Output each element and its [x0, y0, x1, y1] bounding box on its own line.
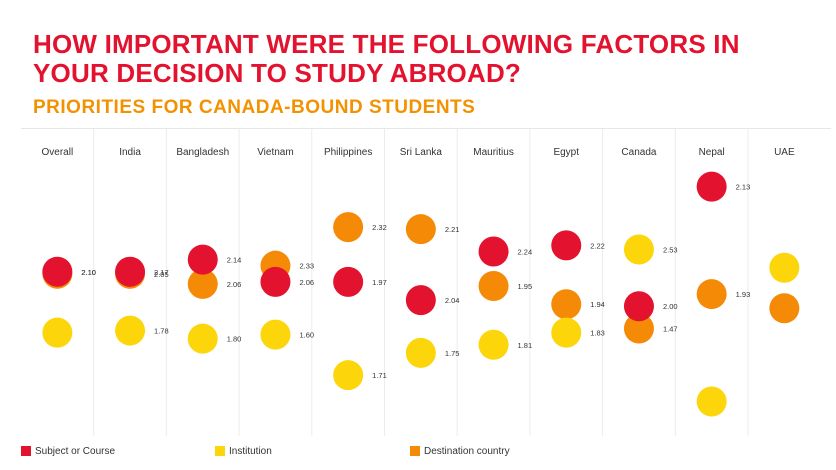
value-label: 2.06	[299, 278, 314, 287]
dot-subject-or-course-vietnam	[260, 266, 291, 297]
legend-swatch-destination	[410, 446, 420, 456]
chart-title-line-1: HOW IMPORTANT WERE THE FOLLOWING FACTORS…	[33, 29, 740, 59]
dot-subject-or-course-canada	[623, 291, 654, 322]
value-label: 1.93	[736, 290, 751, 299]
chart-title-line-2: YOUR DECISION TO STUDY ABROAD?	[33, 58, 522, 88]
dot-institution-uae	[769, 252, 800, 283]
legend-swatch-institution	[215, 446, 225, 456]
value-label: 2.24	[518, 247, 533, 256]
dot-institution-nepal	[696, 386, 727, 417]
value-label: 1.71	[372, 371, 387, 380]
value-label: 2.32	[372, 223, 387, 232]
column-label-mauritius: Mauritius	[473, 147, 514, 158]
value-label: 1.80	[227, 335, 242, 344]
dot-destination-country-canada	[623, 313, 654, 344]
column-label-egypt: Egypt	[553, 147, 579, 158]
dot-destination-country-nepal	[696, 279, 727, 310]
dot-institution-egypt	[551, 317, 582, 348]
legend-label-institution: Institution	[229, 445, 272, 457]
column-label-philippines: Philippines	[324, 147, 372, 158]
column-label-nepal: Nepal	[699, 147, 725, 158]
value-label: 2.04	[445, 296, 460, 305]
dot-destination-country-egypt	[551, 289, 582, 320]
chart-subtitle: PRIORITIES FOR CANADA-BOUND STUDENTS	[33, 97, 476, 118]
value-label: 1.83	[590, 329, 605, 338]
value-label: 2.00	[663, 302, 678, 311]
value-label: 2.10	[81, 268, 96, 277]
legend-label-destination: Destination country	[424, 445, 510, 457]
dot-subject-or-course-mauritius	[478, 236, 509, 267]
value-label: 1.94	[590, 300, 605, 309]
legend-item-destination: Destination country	[410, 444, 510, 458]
value-label: 1.47	[663, 325, 678, 334]
dot-destination-country-sri-lanka	[405, 214, 436, 245]
dot-institution-india	[115, 315, 146, 346]
value-label: 2.05	[154, 270, 169, 279]
value-label: 2.22	[590, 241, 605, 250]
dot-institution-canada	[623, 234, 654, 265]
dot-subject-or-course-overall	[42, 256, 73, 287]
value-label: 2.06	[227, 280, 242, 289]
dot-institution-philippines	[333, 360, 364, 391]
dot-subject-or-course-bangladesh	[187, 244, 218, 275]
column-label-overall: Overall	[42, 147, 74, 158]
value-label: 1.78	[154, 327, 169, 336]
value-label: 1.60	[299, 331, 314, 340]
dot-institution-overall	[42, 317, 73, 348]
legend-item-subject: Subject or Course	[21, 444, 115, 458]
value-label: 1.75	[445, 349, 460, 358]
dot-subject-or-course-india	[115, 256, 146, 287]
legend-swatch-subject	[21, 446, 31, 456]
column-label-india: India	[119, 147, 141, 158]
column-label-uae: UAE	[774, 147, 795, 158]
value-label: 2.53	[663, 245, 678, 254]
value-label: 2.21	[445, 225, 460, 234]
dot-destination-country-mauritius	[478, 270, 509, 301]
value-label: 2.33	[299, 262, 314, 271]
column-label-bangladesh: Bangladesh	[176, 147, 229, 158]
column-label-canada: Canada	[621, 147, 656, 158]
value-label: 2.14	[227, 256, 242, 265]
legend-item-institution: Institution	[215, 444, 272, 458]
dot-institution-bangladesh	[187, 323, 218, 354]
chart-top-rule	[21, 128, 831, 129]
dot-subject-or-course-philippines	[333, 266, 364, 297]
value-label: 1.95	[518, 282, 533, 291]
column-label-vietnam: Vietnam	[257, 147, 294, 158]
value-label: 2.13	[736, 183, 751, 192]
chart-title: HOW IMPORTANT WERE THE FOLLOWING FACTORS…	[33, 30, 813, 88]
column-label-sri-lanka: Sri Lanka	[400, 147, 443, 158]
dot-destination-country-uae	[769, 293, 800, 324]
legend-label-subject: Subject or Course	[35, 445, 116, 457]
dot-destination-country-bangladesh	[187, 268, 218, 299]
value-label: 1.81	[518, 341, 533, 350]
dot-institution-vietnam	[260, 319, 291, 350]
dot-subject-or-course-sri-lanka	[405, 285, 436, 316]
value-label: 1.97	[372, 278, 387, 287]
dot-institution-sri-lanka	[405, 337, 436, 368]
dot-destination-country-philippines	[333, 212, 364, 243]
dot-subject-or-course-egypt	[551, 230, 582, 261]
dot-subject-or-course-nepal	[696, 171, 727, 202]
value-label: 2.17	[154, 268, 169, 277]
value-label: 2.10	[81, 268, 96, 277]
dot-institution-mauritius	[478, 329, 509, 360]
